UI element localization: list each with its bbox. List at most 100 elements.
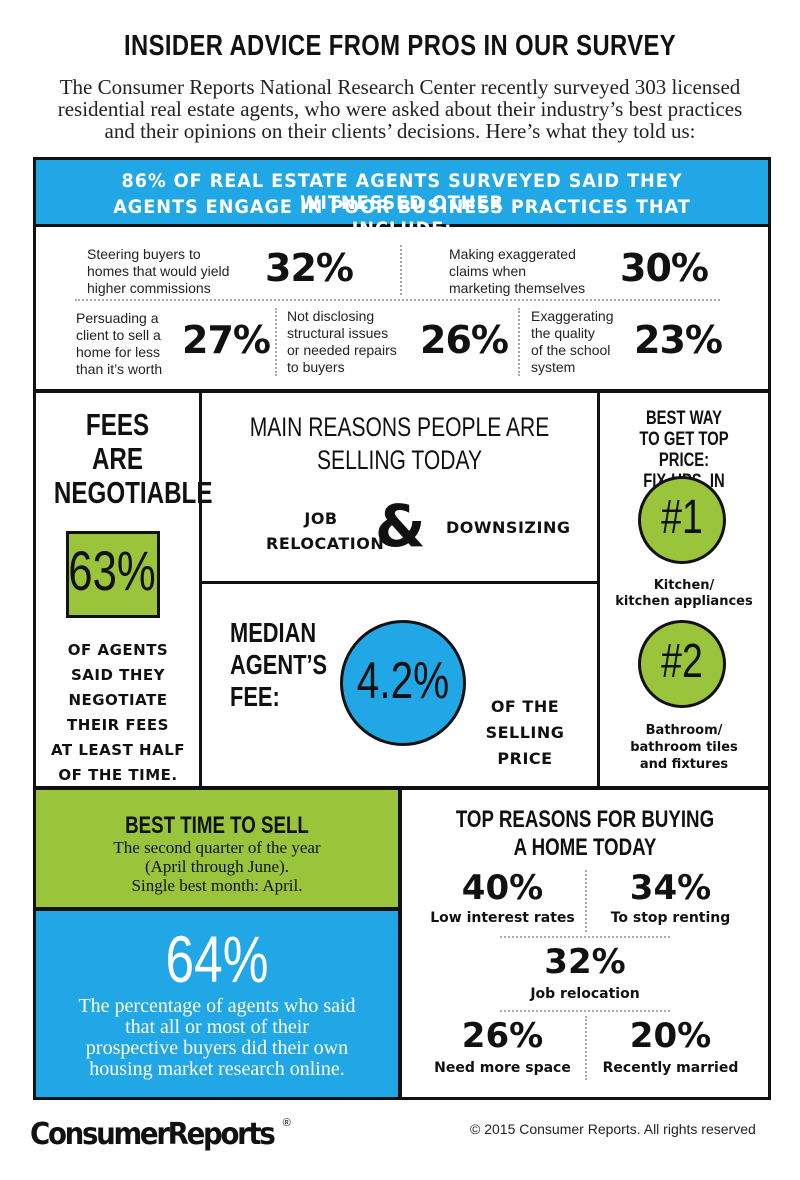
median-fee-percent: 4.2%	[356, 652, 450, 710]
fixup-line: and fixtures	[639, 757, 729, 772]
heading-line: SELLING TODAY	[316, 445, 483, 475]
divider	[275, 308, 277, 376]
fees-percent-box	[66, 531, 160, 618]
label-line: MEDIAN	[230, 617, 317, 648]
rank-2-label: #2	[661, 635, 703, 688]
research-text: The percentage of agents who said that a…	[36, 996, 398, 1080]
buying-label: Low interest rates	[430, 910, 575, 926]
description-line: AT LEAST HALF	[50, 741, 186, 759]
banner-line: AGENTS ENGAGE IN POOR BUSINESS PRACTICES…	[113, 196, 691, 240]
description-line: OF THE TIME.	[58, 766, 178, 784]
median-fee-suffix: OF THE SELLING PRICE	[476, 694, 574, 772]
heading-line: TO GET TOP PRICE:	[639, 429, 729, 471]
heading-line: BEST WAY	[645, 408, 723, 429]
buying-label: To stop renting	[610, 910, 731, 926]
practice-percent: 26%	[420, 318, 509, 362]
buying-reasons-heading: TOP REASONS FOR BUYING A HOME TODAY	[442, 806, 727, 862]
infographic-frame	[33, 157, 771, 1100]
suffix-line: SELLING	[485, 723, 565, 742]
heading-line: FEES	[85, 407, 150, 442]
divider	[33, 786, 771, 790]
divider	[500, 1010, 670, 1012]
logo-text: ConsumerReports	[30, 1117, 276, 1152]
heading-line: ARE	[91, 441, 144, 476]
consumer-reports-logo: ConsumerReports ®	[30, 1117, 303, 1152]
practice-label: Exaggerating the quality of the school s…	[531, 308, 614, 376]
description-line: OF AGENTS	[67, 641, 169, 659]
research-line: The percentage of agents who said	[78, 995, 356, 1017]
heading-line: TOP REASONS FOR BUYING	[455, 806, 715, 833]
research-line: housing market research online.	[89, 1058, 345, 1080]
description-line: THEIR FEES	[67, 716, 169, 734]
buying-label: Recently married	[602, 1060, 739, 1076]
buying-percent: 32%	[544, 942, 626, 982]
divider	[585, 1016, 587, 1080]
reason-line: JOB	[304, 509, 338, 528]
research-panel	[36, 911, 398, 1097]
suffix-line: PRICE	[497, 749, 553, 768]
description-line: NEGOTIATE	[68, 691, 168, 709]
buying-percent: 26%	[461, 1016, 544, 1056]
logo-registered-mark: ®	[282, 1117, 291, 1129]
practice-label-line: homes that would yield	[87, 263, 230, 279]
practice-label: Not disclosing structural issues or need…	[287, 308, 397, 376]
rank-2-circle	[638, 620, 726, 708]
practice-label-line: structural issues	[287, 325, 389, 341]
practice-label-line: client to sell a	[76, 327, 161, 343]
best-time-text: The second quarter of the year (April th…	[36, 838, 398, 895]
practice-label: Persuading a client to sell a home for l…	[76, 310, 162, 378]
intro-line: and their opinions on their clients’ dec…	[104, 119, 696, 143]
fees-description: OF AGENTS SAID THEY NEGOTIATE THEIR FEES…	[38, 638, 198, 788]
copyright: © 2015 Consumer Reports. All rights rese…	[470, 1121, 756, 1137]
selling-reasons-heading: MAIN REASONS PEOPLE ARE SELLING TODAY	[245, 411, 553, 477]
heading-line: NEGOTIABLE	[53, 475, 213, 510]
rank-1-circle	[638, 476, 726, 564]
research-percent: 64%	[165, 922, 269, 996]
practice-label-line: higher commissions	[87, 280, 211, 296]
fees-heading: FEES ARE NEGOTIABLE	[53, 407, 213, 510]
buying-label: Need more space	[434, 1060, 571, 1076]
research-line: that all or most of their	[125, 1016, 309, 1038]
divider	[199, 389, 202, 789]
intro-text: The Consumer Reports National Research C…	[30, 76, 770, 142]
practice-label-line: home for less	[76, 344, 161, 360]
intro-line: residential real estate agents, who were…	[57, 97, 743, 121]
best-time-heading: BEST TIME TO SELL	[125, 812, 309, 839]
practice-label-line: or needed repairs	[287, 342, 397, 358]
description-line: SAID THEY	[70, 666, 166, 684]
buying-percent: 20%	[629, 1016, 712, 1056]
divider	[518, 308, 520, 376]
best-time-panel	[36, 790, 398, 907]
rank-1-label: #1	[661, 491, 703, 544]
practice-percent: 23%	[634, 318, 723, 362]
fixup-line: Bathroom/	[645, 723, 723, 738]
divider	[500, 936, 670, 938]
practice-label-line: Steering buyers to	[87, 246, 201, 262]
practice-percent: 30%	[620, 246, 709, 290]
fixup-kitchen: Kitchen/ kitchen appliances	[602, 578, 766, 610]
best-time-line: The second quarter of the year	[113, 838, 321, 857]
divider	[585, 870, 587, 932]
reason-job-relocation: JOB RELOCATION	[266, 506, 385, 556]
divider	[400, 245, 402, 295]
buying-label: Job relocation	[530, 986, 640, 1002]
best-time-line: Single best month: April.	[131, 876, 303, 895]
practice-label-line: Exaggerating	[531, 308, 614, 324]
banner-line: 86% OF REAL ESTATE AGENTS SURVEYED SAID …	[121, 170, 683, 214]
practices-banner: 86% OF REAL ESTATE AGENTS SURVEYED SAID …	[36, 160, 768, 240]
practice-label-line: the quality	[531, 325, 595, 341]
practice-label-line: marketing themselves	[449, 280, 586, 296]
fixup-line: bathroom tiles	[630, 740, 738, 755]
practice-label-line: Making exaggerated	[449, 246, 576, 262]
practice-label-line: than it’s worth	[76, 361, 163, 377]
reason-line: RELOCATION	[266, 534, 385, 553]
heading-line: A HOME TODAY	[513, 834, 657, 861]
practice-percent: 27%	[182, 318, 271, 362]
fees-percent: 63%	[68, 539, 156, 602]
practice-label-line: to buyers	[287, 359, 345, 375]
median-fee-circle	[340, 620, 466, 746]
divider	[597, 389, 600, 789]
research-line: prospective buyers did their own	[85, 1037, 349, 1059]
divider	[75, 299, 720, 301]
fixup-line: Kitchen/	[653, 578, 715, 593]
